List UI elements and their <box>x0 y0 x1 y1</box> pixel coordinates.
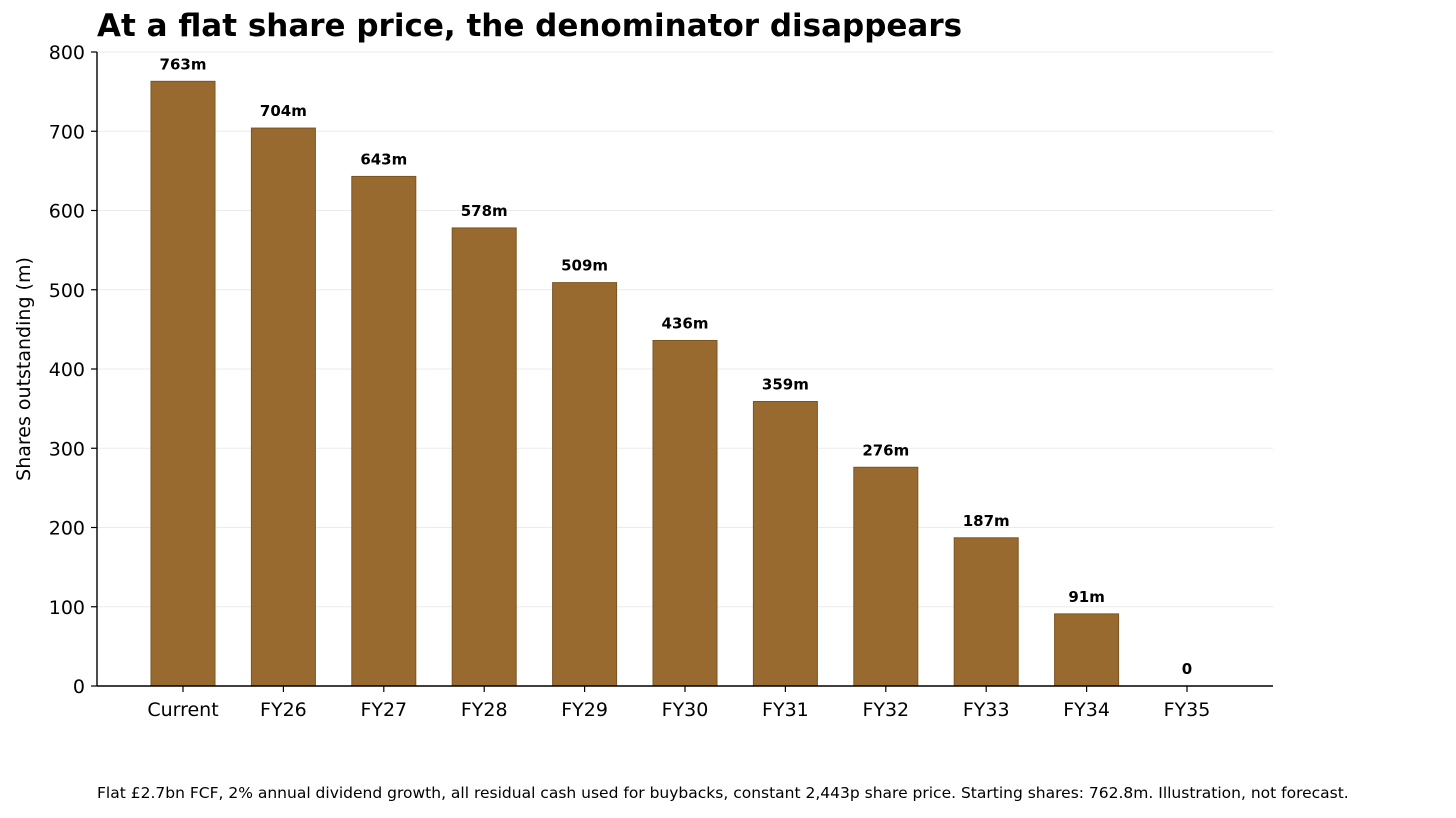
bar <box>351 175 417 687</box>
x-tick-label: FY31 <box>762 699 809 721</box>
x-tick-label: FY28 <box>461 699 508 721</box>
chart-title: At a flat share price, the denominator d… <box>97 8 963 44</box>
y-tick-label: 800 <box>49 42 85 64</box>
y-axis-title: Shares outstanding (m) <box>13 257 35 481</box>
data-label: 763m <box>160 55 207 73</box>
y-tick-label: 700 <box>49 121 85 143</box>
data-label: 0 <box>1182 660 1192 678</box>
y-tick-label: 0 <box>73 676 85 698</box>
axes: 0 100 200 300 400 500 600 700 800 Current FY26 FY27… <box>49 42 1273 721</box>
bar <box>250 127 316 687</box>
x-tick-label: FY27 <box>360 699 407 721</box>
x-tick-label: FY35 <box>1164 699 1211 721</box>
data-label: 91m <box>1068 588 1105 606</box>
x-tick-label: FY33 <box>963 699 1010 721</box>
footnote: Flat £2.7bn FCF, 2% annual dividend grow… <box>97 784 1349 802</box>
data-label: 276m <box>862 441 909 459</box>
data-labels: 763m 704m 643m 578m 509m 436m 359m 276m 187m 91m 0 <box>160 55 1193 678</box>
bar <box>150 80 216 687</box>
y-tick-label: 200 <box>49 518 85 540</box>
y-tick-label: 400 <box>49 359 85 381</box>
bar <box>953 537 1019 687</box>
data-label: 509m <box>561 257 608 275</box>
x-tick-label: FY29 <box>561 699 608 721</box>
data-label: 643m <box>360 150 407 168</box>
y-tick-label: 600 <box>49 201 85 223</box>
bars <box>150 80 1120 687</box>
x-tick-label: Current <box>147 699 218 721</box>
y-tick-label: 500 <box>49 280 85 302</box>
bar <box>1054 613 1120 687</box>
data-label: 704m <box>260 102 307 120</box>
bar <box>652 339 718 687</box>
bar <box>752 400 818 687</box>
data-label: 359m <box>762 375 809 393</box>
data-label: 187m <box>963 512 1010 530</box>
data-label: 436m <box>662 314 709 332</box>
bar <box>552 282 618 687</box>
bar <box>853 466 919 687</box>
x-tick-label: FY32 <box>862 699 909 721</box>
data-label: 578m <box>461 202 508 220</box>
bar <box>451 227 517 687</box>
y-tick-label: 100 <box>49 597 85 619</box>
x-tick-label: FY34 <box>1063 699 1110 721</box>
y-tick-label: 300 <box>49 438 85 460</box>
x-tick-label: FY30 <box>662 699 709 721</box>
x-tick-label: FY26 <box>260 699 307 721</box>
